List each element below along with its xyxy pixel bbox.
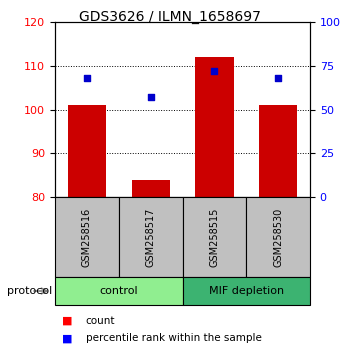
Bar (119, 197, 183, 277)
Text: count: count (86, 316, 115, 326)
Text: control: control (99, 286, 138, 296)
Bar (55, 277, 183, 305)
Point (275, 75, 281, 81)
Text: GSM258517: GSM258517 (146, 207, 156, 267)
Text: MIF depletion: MIF depletion (209, 286, 284, 296)
Text: percentile rank within the sample: percentile rank within the sample (86, 333, 261, 343)
Text: GSM258515: GSM258515 (209, 207, 219, 267)
Point (212, 68, 217, 74)
Text: ■: ■ (62, 333, 72, 343)
Bar (195, 57, 234, 197)
Bar (55, 197, 119, 277)
Point (84, 75, 90, 81)
Text: GSM258530: GSM258530 (273, 207, 283, 267)
Bar (259, 105, 297, 197)
Text: protocol: protocol (7, 286, 52, 296)
Bar (132, 179, 170, 197)
Text: GSM258516: GSM258516 (82, 207, 92, 267)
Point (148, 95, 153, 100)
Text: ■: ■ (62, 316, 72, 326)
Bar (68, 105, 106, 197)
Bar (246, 197, 310, 277)
Text: GDS3626 / ILMN_1658697: GDS3626 / ILMN_1658697 (79, 10, 261, 24)
Bar (183, 197, 246, 277)
Bar (183, 277, 310, 305)
